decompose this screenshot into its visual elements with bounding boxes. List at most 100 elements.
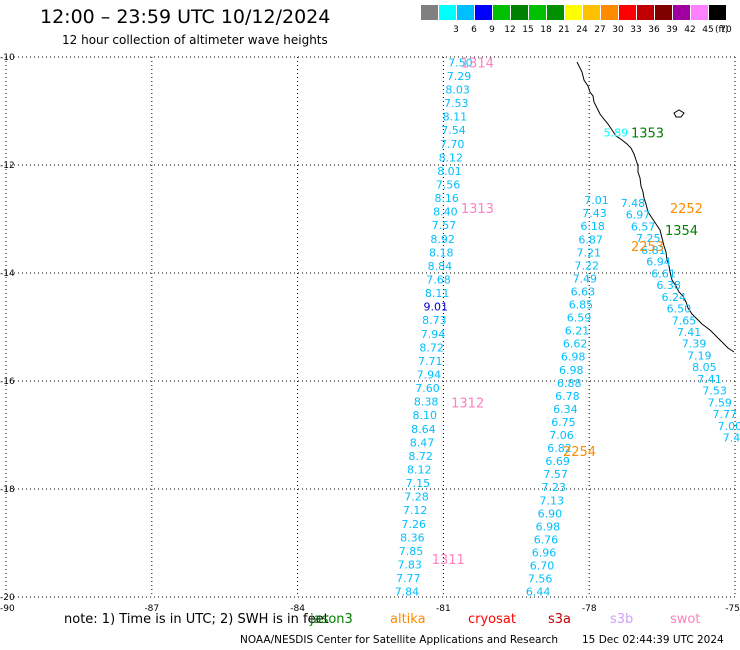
axis-ticks: -90 -87 -84 -81 -78 -75 -10 -12 -14 -16 -18 -20 (0, 53, 740, 614)
wave-height-value: 7.48 (621, 197, 646, 210)
wave-height-value: 6.18 (580, 220, 605, 233)
wave-height-value: 7.25 (636, 232, 661, 245)
legend-label: 15 (522, 25, 534, 35)
wave-height-value: 7.56 (436, 179, 461, 192)
wave-height-value: 6.98 (559, 364, 584, 377)
legend-label: 27 (594, 25, 606, 35)
pass-number-label: 1353 (631, 127, 664, 142)
wave-height-value: 8.72 (408, 450, 433, 463)
satellite-name-jason3: jason3 (310, 612, 353, 627)
pass-number-label: 1312 (451, 397, 484, 412)
legend-swatch (547, 5, 564, 20)
legend-swatch (619, 5, 636, 20)
wave-height-value: 7.01 (584, 194, 609, 207)
wave-height-value: 7.12 (403, 504, 428, 517)
wave-height-value: 9.01 (423, 301, 448, 314)
legend-label: 30 (612, 25, 624, 35)
wave-height-value: 8.01 (437, 165, 462, 178)
wave-height-value: 8.40 (433, 206, 458, 219)
map-subtitle: 12 hour collection of altimeter wave hei… (62, 33, 328, 47)
wave-height-value: 7.68 (426, 274, 451, 287)
legend-swatch (583, 5, 600, 20)
wave-height-value: 7.57 (432, 219, 457, 232)
y-tick-label: -10 (0, 53, 15, 63)
wave-height-value: 6.75 (551, 416, 576, 429)
credit-text: NOAA/NESDIS Center for Satellite Applica… (240, 634, 558, 646)
legend-label: 18 (540, 25, 552, 35)
wave-height-value: 7.54 (441, 124, 466, 137)
wave-height-value: 8.72 (419, 341, 444, 354)
wave-height-value: 6.82 (547, 442, 572, 455)
x-tick-label: -81 (436, 604, 451, 614)
legend-swatch (691, 5, 708, 20)
legend-swatch (475, 5, 492, 20)
wave-height-value: 8.73 (422, 314, 447, 327)
wave-height-value: 8.38 (414, 396, 439, 409)
legend-label: 70 (720, 25, 732, 35)
legend-swatch (457, 5, 474, 20)
timestamp-text: 15 Dec 02:44:39 UTC 2024 (582, 634, 724, 646)
map-title: 12:00 – 23:59 UTC 10/12/2024 (40, 6, 331, 28)
wave-height-value: 6.90 (538, 507, 563, 520)
legend-swatch (493, 5, 510, 20)
x-tick-label: -78 (582, 604, 597, 614)
legend-swatch (673, 5, 690, 20)
legend-label: 12 (504, 25, 516, 35)
wave-height-value: 8.47 (410, 436, 435, 449)
wave-height-value: 8.64 (411, 423, 436, 436)
wave-height-value: 8.11 (443, 111, 468, 124)
wave-height-value: 6.59 (567, 312, 592, 325)
y-tick-label: -16 (0, 377, 15, 387)
wave-height-value: 6.97 (626, 209, 651, 222)
coastline (576, 61, 735, 353)
satellite-name-cryosat: cryosat (468, 612, 516, 627)
wave-height-value: 6.85 (569, 299, 594, 312)
wave-height-value: 6.44 (526, 586, 551, 599)
wave-height-value: 6.81 (641, 244, 666, 257)
x-tick-label: -90 (0, 604, 15, 614)
y-tick-label: -12 (0, 161, 15, 171)
legend-label: 36 (648, 25, 660, 35)
wave-height-value: 7.41 (697, 373, 722, 386)
pass-number-label: 1354 (665, 224, 698, 239)
wave-height-value: 7.23 (541, 481, 566, 494)
wave-height-value: 7.70 (440, 138, 465, 151)
wave-height-value: 8.36 (400, 531, 425, 544)
wave-height-value: 7.59 (707, 396, 732, 409)
wave-height-value: 7.49 (573, 272, 598, 285)
wave-height-value: 7.53 (702, 385, 727, 398)
legend-label: 6 (471, 25, 477, 35)
wave-height-value: 7.77 (713, 408, 738, 421)
wave-height-value: 6.57 (631, 220, 656, 233)
wave-height-value: 6.61 (651, 267, 676, 280)
pass-number-label: 2253 (631, 240, 664, 255)
wave-height-value: 6.63 (571, 285, 596, 298)
wave-height-value: 7.50 (448, 56, 473, 69)
pass-number-label: 1314 (461, 56, 494, 71)
wave-height-value: 6.69 (545, 455, 570, 468)
wave-height-value: 7.00 (718, 420, 740, 433)
wave-height-value: 6.70 (530, 560, 555, 573)
satellite-name-s3a: s3a (548, 612, 572, 627)
legend-swatch (529, 5, 546, 20)
legend-label: 9 (489, 25, 495, 35)
legend-swatch (421, 5, 438, 20)
wave-height-value: 7.43 (582, 207, 607, 220)
x-tick-label: -75 (725, 604, 740, 614)
wave-height-value: 8.10 (413, 409, 438, 422)
wave-height-value: 7.19 (687, 349, 712, 362)
note-text: note: 1) Time is in UTC; 2) SWH is in fe… (64, 612, 329, 627)
satellite-name-altika: altika (390, 612, 426, 627)
wave-height-value: 8.05 (692, 361, 717, 374)
wave-height-value: 7.57 (543, 468, 568, 481)
wave-height-value: 7.94 (417, 368, 442, 381)
legend-label: 39 (666, 25, 678, 35)
wave-height-value: 6.98 (561, 351, 586, 364)
wave-height-value: 7.22 (575, 259, 600, 272)
legend-label: 42 (684, 25, 696, 35)
wave-height-value: 8.18 (429, 246, 454, 259)
x-tick-label: -87 (144, 604, 159, 614)
wave-height-value: 6.94 (646, 256, 671, 269)
wave-height-value: 6.87 (578, 233, 603, 246)
pass-labels: 1314 1313 1312 1311 1353 1354 2252 2253 2254 (432, 56, 703, 568)
